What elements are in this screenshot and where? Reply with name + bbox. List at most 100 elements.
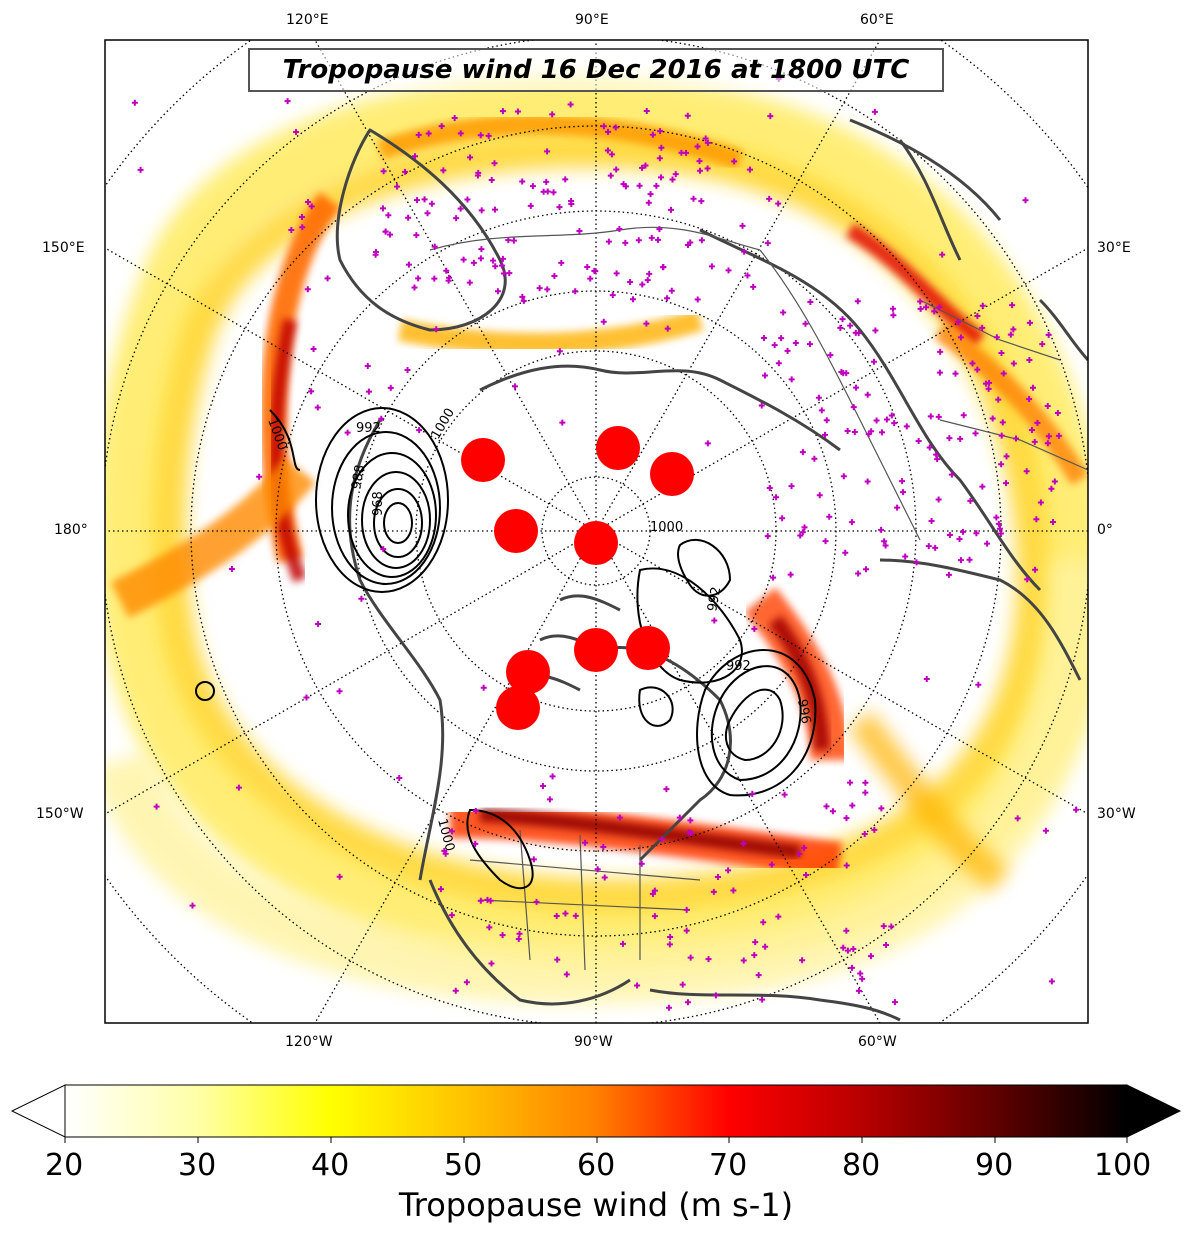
station-marker <box>837 324 844 331</box>
station-marker <box>235 784 242 791</box>
station-marker <box>666 941 673 948</box>
station-marker <box>712 992 719 999</box>
station-marker <box>414 197 421 204</box>
station-marker <box>758 402 765 409</box>
station-marker <box>741 248 748 255</box>
lon-label-right: 30°W <box>1097 806 1136 822</box>
station-marker <box>894 504 901 511</box>
station-marker <box>380 205 387 212</box>
station-marker <box>1045 331 1052 338</box>
station-marker <box>394 183 401 190</box>
station-marker <box>308 388 315 395</box>
lon-label-bottom: 60°W <box>858 1034 897 1050</box>
station-marker <box>653 182 660 189</box>
station-marker <box>544 286 551 293</box>
station-marker <box>1003 480 1009 487</box>
station-marker <box>955 319 962 326</box>
station-marker <box>848 964 855 971</box>
station-marker <box>460 256 467 263</box>
station-marker <box>676 814 683 821</box>
station-marker <box>668 287 675 294</box>
station-marker <box>336 688 343 695</box>
station-marker <box>288 227 295 234</box>
station-marker <box>527 202 534 209</box>
station-marker <box>855 330 862 337</box>
wind-field <box>105 74 1088 1004</box>
station-marker <box>986 379 993 386</box>
station-marker <box>802 320 809 327</box>
station-marker <box>587 275 594 282</box>
station-marker <box>228 565 235 572</box>
station-marker <box>464 196 471 203</box>
station-marker <box>443 267 450 274</box>
contour-label: 992 <box>356 421 381 436</box>
station-marker <box>1013 435 1019 442</box>
station-marker <box>870 358 877 365</box>
contour-label: 996 <box>794 698 813 725</box>
station-marker <box>536 285 543 292</box>
station-marker <box>823 803 830 810</box>
station-marker <box>549 773 556 780</box>
map-frame <box>104 39 1089 1024</box>
station-marker <box>998 432 1005 439</box>
station-marker <box>690 195 697 202</box>
lon-label-left: 150°E <box>42 240 85 256</box>
station-marker <box>806 341 813 348</box>
colorbar-tick-label: 40 <box>311 1148 350 1183</box>
station-marker <box>382 228 389 235</box>
colorbar-tick-label: 90 <box>975 1148 1014 1183</box>
station-marker <box>453 215 460 222</box>
station-marker <box>979 302 986 309</box>
station-marker <box>491 206 498 213</box>
station-marker <box>499 108 506 115</box>
station-marker <box>385 212 392 219</box>
station-marker <box>358 595 365 602</box>
station-marker <box>847 322 854 329</box>
station-marker <box>927 413 934 420</box>
station-marker <box>639 164 646 171</box>
station-marker <box>849 802 856 809</box>
station-marker <box>975 681 982 688</box>
station-marker <box>848 519 855 526</box>
station-marker <box>1010 326 1017 333</box>
station-marker <box>648 234 655 241</box>
station-marker <box>1039 341 1046 348</box>
station-marker <box>609 292 616 299</box>
lon-label-bottom: 120°W <box>285 1034 333 1050</box>
station-marker <box>685 829 692 836</box>
station-marker <box>861 831 868 838</box>
station-marker <box>799 449 806 456</box>
station-marker <box>840 473 847 480</box>
station-marker <box>372 248 379 255</box>
station-marker <box>784 347 791 354</box>
station-marker <box>878 429 885 436</box>
station-marker <box>899 478 906 485</box>
station-marker <box>543 178 550 185</box>
station-marker <box>424 210 431 217</box>
station-marker <box>768 861 775 868</box>
station-marker <box>431 243 438 250</box>
pressure-contours <box>195 407 817 890</box>
station-marker <box>605 238 612 245</box>
station-marker <box>584 263 591 270</box>
red-dot <box>574 628 618 672</box>
station-marker <box>767 113 774 120</box>
contour-label: 1000 <box>650 520 683 535</box>
station-marker <box>864 478 871 485</box>
station-marker <box>1003 453 1010 460</box>
station-marker <box>880 923 887 930</box>
station-marker <box>684 112 691 119</box>
red-dot <box>494 509 538 553</box>
station-marker <box>431 275 438 282</box>
station-marker <box>1026 396 1033 403</box>
station-marker <box>882 542 889 549</box>
station-marker <box>404 367 411 374</box>
station-marker <box>787 571 794 578</box>
colorbar-tick-label: 70 <box>709 1148 748 1183</box>
station-marker <box>937 348 944 355</box>
station-marker <box>293 129 300 136</box>
station-marker <box>305 199 312 206</box>
station-marker <box>697 167 704 174</box>
colorbar-title: Tropopause wind (m s-1) <box>398 1186 794 1224</box>
